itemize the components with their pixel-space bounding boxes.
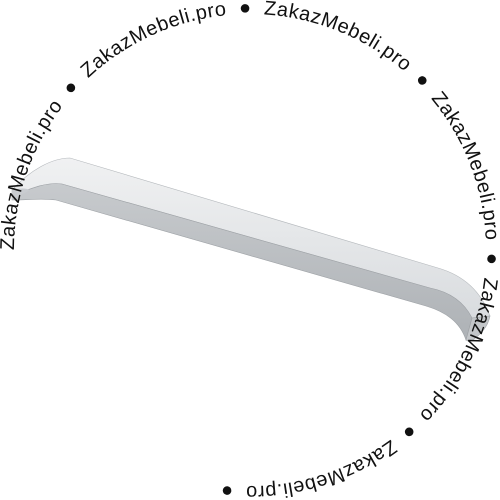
- wm-3: ZakazMebeli.pro: [263, 0, 416, 76]
- wm-sep-1: ●: [58, 75, 83, 99]
- wm-4: ZakazMebeli.pro: [427, 88, 500, 241]
- wm-sep-6: ●: [219, 479, 234, 500]
- wm-2: ZakazMebeli.pro: [77, 0, 228, 82]
- wm-sep-5: ●: [397, 420, 421, 445]
- wm-6: ZakazMebeli.pro: [246, 435, 401, 500]
- wm-sep-4: ●: [481, 252, 500, 265]
- wm-sep-2: ●: [239, 0, 252, 19]
- wm-sep-3: ●: [410, 68, 435, 92]
- handle-illustration: [11, 157, 491, 343]
